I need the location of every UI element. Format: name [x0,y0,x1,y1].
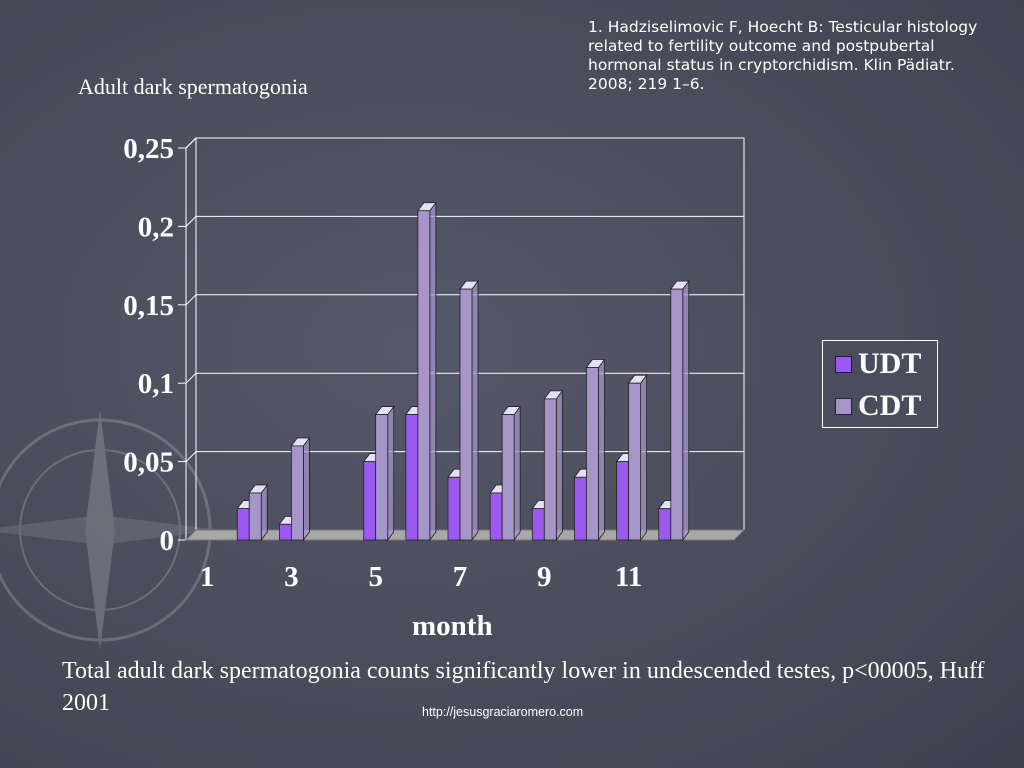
legend-label-cdt: CDT [858,389,922,422]
gridline-side [185,294,197,306]
legend-swatch-udt [835,355,852,373]
x-tick-label: 7 [453,561,468,593]
y-tick-label: 0 [160,525,175,557]
reference-citation: 1. Hadziselimovic F, Hoecht B: Testicula… [588,18,978,93]
y-tick-label: 0,15 [123,290,174,322]
x-tick-label: 1 [200,561,215,593]
bar-cdt-6 [417,201,437,542]
x-tick-label: 9 [537,561,552,593]
bar-cdt-5 [374,405,395,542]
bar-cdt-10 [585,358,606,542]
bar-cdt-7 [459,279,479,542]
x-tick-label: 11 [615,561,642,593]
chart-title: Adult dark spermatogonia [78,74,308,99]
x-axis-label: month [412,610,493,642]
x-tick-label: 5 [368,561,383,593]
bar-cdt-2 [248,483,269,542]
slide-caption: Total adult dark spermatogonia counts si… [62,658,985,716]
bar-cdt-8 [501,405,521,542]
y-tick-label: 0,25 [123,133,174,165]
source-url: http://jesusgraciaromero.com [422,705,584,719]
gridline-side [185,137,197,149]
bar-cdt-11 [627,374,648,542]
gridline-side [185,451,197,462]
bar-cdt-3 [290,436,311,542]
x-tick-label: 3 [284,561,299,593]
bar-cdt-9 [543,389,564,542]
legend-item-cdt: CDT [835,389,921,423]
y-tick-label: 0,2 [138,211,174,243]
chart-legend: UDT CDT [822,340,938,428]
gridline-side [185,372,197,384]
legend-item-udt: UDT [835,347,921,381]
bar-cdt-12 [669,279,690,542]
gridline-side [185,216,197,227]
y-tick-label: 0,05 [123,447,174,479]
legend-swatch-cdt [835,397,852,415]
y-tick-label: 0,1 [138,368,174,400]
legend-label-udt: UDT [858,347,922,380]
